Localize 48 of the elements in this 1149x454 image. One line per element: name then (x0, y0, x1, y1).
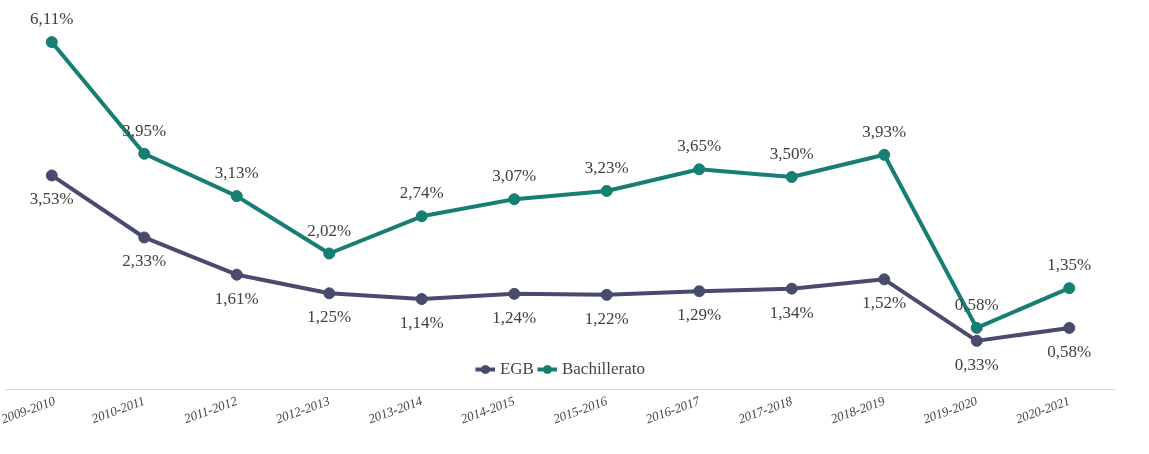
point (785, 282, 798, 295)
data-label: 0,58% (1047, 341, 1092, 361)
point (138, 231, 151, 244)
point (693, 163, 706, 176)
legend-label: EGB (499, 359, 534, 379)
data-label: 1,34% (769, 302, 814, 322)
point (1063, 282, 1076, 295)
legend-label: Bachillerato (561, 359, 646, 379)
data-label: 3,50% (769, 144, 814, 163)
data-label: 3,53% (29, 189, 74, 209)
data-label: 1,29% (677, 305, 722, 325)
data-label: 1,22% (584, 308, 629, 328)
data-label: 3,23% (584, 157, 629, 177)
data-label: 2,33% (122, 251, 167, 271)
point (878, 273, 891, 286)
point (230, 190, 243, 203)
data-label: 3,07% (492, 166, 537, 186)
data-label: 1,35% (1047, 255, 1092, 275)
data-label: 0,33% (954, 354, 999, 374)
point (415, 293, 428, 305)
point (323, 247, 336, 260)
point (693, 285, 706, 298)
data-label: 2,02% (307, 220, 352, 240)
point (600, 288, 613, 301)
data-label: 1,24% (492, 307, 537, 327)
point (323, 287, 336, 300)
point (45, 36, 58, 49)
point (970, 334, 983, 347)
data-label: 1,52% (862, 293, 907, 313)
point (970, 321, 983, 334)
point (138, 147, 151, 160)
data-label: 1,25% (307, 307, 352, 327)
point (878, 148, 891, 161)
point (415, 210, 428, 223)
point (508, 193, 521, 206)
point (45, 169, 58, 182)
data-label: 1,14% (399, 312, 444, 332)
data-label: 6,11% (30, 9, 74, 29)
data-label: 2,74% (399, 183, 444, 203)
point (1063, 321, 1076, 334)
data-label: 3,93% (862, 121, 907, 141)
point (508, 287, 521, 300)
data-label: 3,65% (677, 136, 722, 156)
point (230, 268, 243, 281)
data-label: 1,61% (214, 288, 259, 308)
point (600, 184, 613, 197)
data-label: 3,13% (214, 163, 259, 183)
point (785, 171, 798, 183)
